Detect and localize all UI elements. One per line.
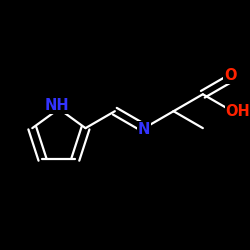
Text: OH: OH [226,104,250,119]
Text: NH: NH [45,98,70,113]
Text: N: N [138,122,150,137]
Text: O: O [224,68,237,83]
